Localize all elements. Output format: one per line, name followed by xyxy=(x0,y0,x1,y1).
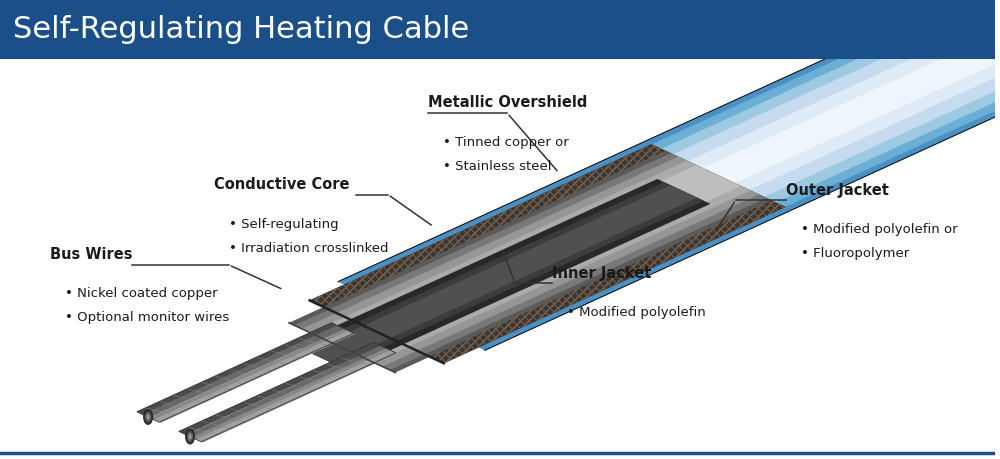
Polygon shape xyxy=(307,186,697,364)
Text: Outer Jacket: Outer Jacket xyxy=(786,182,889,197)
Text: • Irradiation crosslinked: • Irradiation crosslinked xyxy=(229,241,388,254)
Polygon shape xyxy=(310,145,786,364)
Ellipse shape xyxy=(186,429,194,444)
Text: Conductive Core: Conductive Core xyxy=(214,177,349,192)
Polygon shape xyxy=(366,0,1000,337)
Text: Bus Wires: Bus Wires xyxy=(50,246,132,262)
Ellipse shape xyxy=(145,412,151,422)
Text: • Nickel coated copper: • Nickel coated copper xyxy=(65,287,217,300)
Polygon shape xyxy=(142,325,344,418)
Polygon shape xyxy=(191,348,393,441)
Polygon shape xyxy=(310,161,750,363)
Ellipse shape xyxy=(144,410,152,425)
Text: Self-Regulating Heating Cable: Self-Regulating Heating Cable xyxy=(13,15,469,45)
Text: Inner Jacket: Inner Jacket xyxy=(552,265,651,280)
Polygon shape xyxy=(186,346,388,438)
Polygon shape xyxy=(395,5,1000,324)
Bar xyxy=(0,0,994,60)
Ellipse shape xyxy=(189,434,192,439)
Text: • Modified polyolefin: • Modified polyolefin xyxy=(567,305,706,318)
Text: • Stainless steel: • Stainless steel xyxy=(443,159,551,172)
Polygon shape xyxy=(354,0,1000,343)
Polygon shape xyxy=(196,351,397,442)
Text: • Modified polyolefin or: • Modified polyolefin or xyxy=(801,223,957,235)
Polygon shape xyxy=(149,329,351,421)
Polygon shape xyxy=(289,151,772,373)
Polygon shape xyxy=(320,166,741,358)
Ellipse shape xyxy=(187,432,193,442)
Polygon shape xyxy=(338,0,1000,351)
Text: • Fluoropolymer: • Fluoropolymer xyxy=(801,246,909,259)
Polygon shape xyxy=(301,183,704,367)
Polygon shape xyxy=(154,331,355,423)
Polygon shape xyxy=(179,342,381,435)
Polygon shape xyxy=(380,0,1000,331)
Polygon shape xyxy=(345,0,1000,347)
Ellipse shape xyxy=(147,414,150,420)
Polygon shape xyxy=(294,154,766,370)
Polygon shape xyxy=(294,179,710,370)
Text: Metallic Overshield: Metallic Overshield xyxy=(428,95,587,110)
Text: • Self-regulating: • Self-regulating xyxy=(229,217,338,230)
Text: • Optional monitor wires: • Optional monitor wires xyxy=(65,311,229,324)
Polygon shape xyxy=(302,157,759,367)
Text: • Tinned copper or: • Tinned copper or xyxy=(443,135,568,148)
Polygon shape xyxy=(310,145,786,364)
Polygon shape xyxy=(137,323,339,415)
